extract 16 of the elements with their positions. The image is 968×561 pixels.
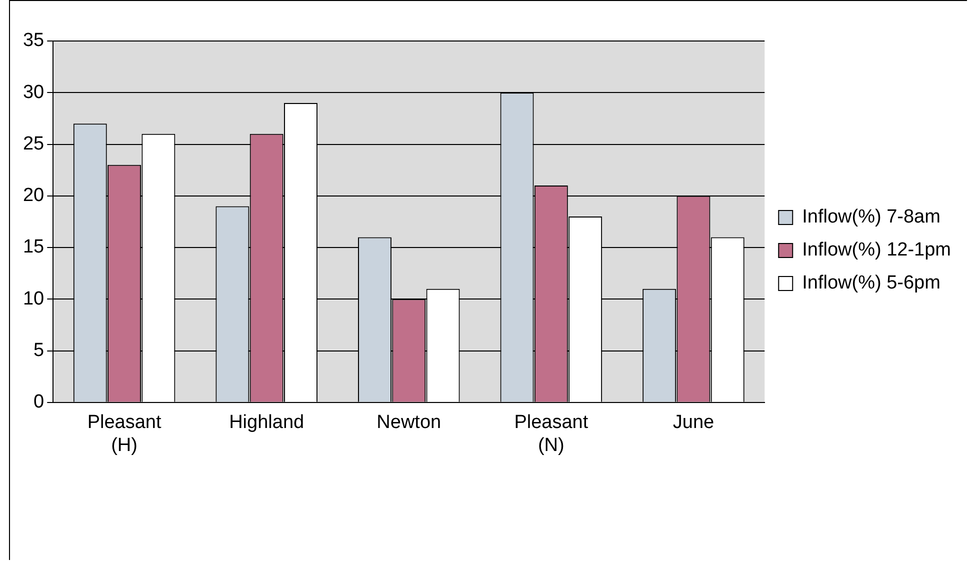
y-tick-label: 0: [34, 392, 44, 413]
x-tick-label: June: [672, 412, 714, 434]
x-tick-label: Pleasant (H): [87, 412, 162, 456]
y-tick-label: 35: [22, 30, 44, 52]
y-tick-label: 25: [22, 133, 44, 154]
y-tick-label: 20: [22, 185, 44, 206]
x-tick-label: Pleasant (N): [514, 412, 589, 456]
x-tick-label: Newton: [376, 412, 442, 434]
legend-label: Inflow(%) 5-6pm: [802, 272, 940, 294]
legend-label: Inflow(%) 7-8am: [802, 206, 940, 228]
x-tick-label: Highland: [229, 412, 304, 434]
legend-label: Inflow(%) 12-1pm: [802, 240, 952, 261]
y-tick-label: 5: [34, 340, 44, 362]
y-tick-label: 10: [22, 288, 44, 310]
y-tick-label: 15: [22, 236, 44, 258]
y-tick-label: 30: [22, 82, 44, 103]
